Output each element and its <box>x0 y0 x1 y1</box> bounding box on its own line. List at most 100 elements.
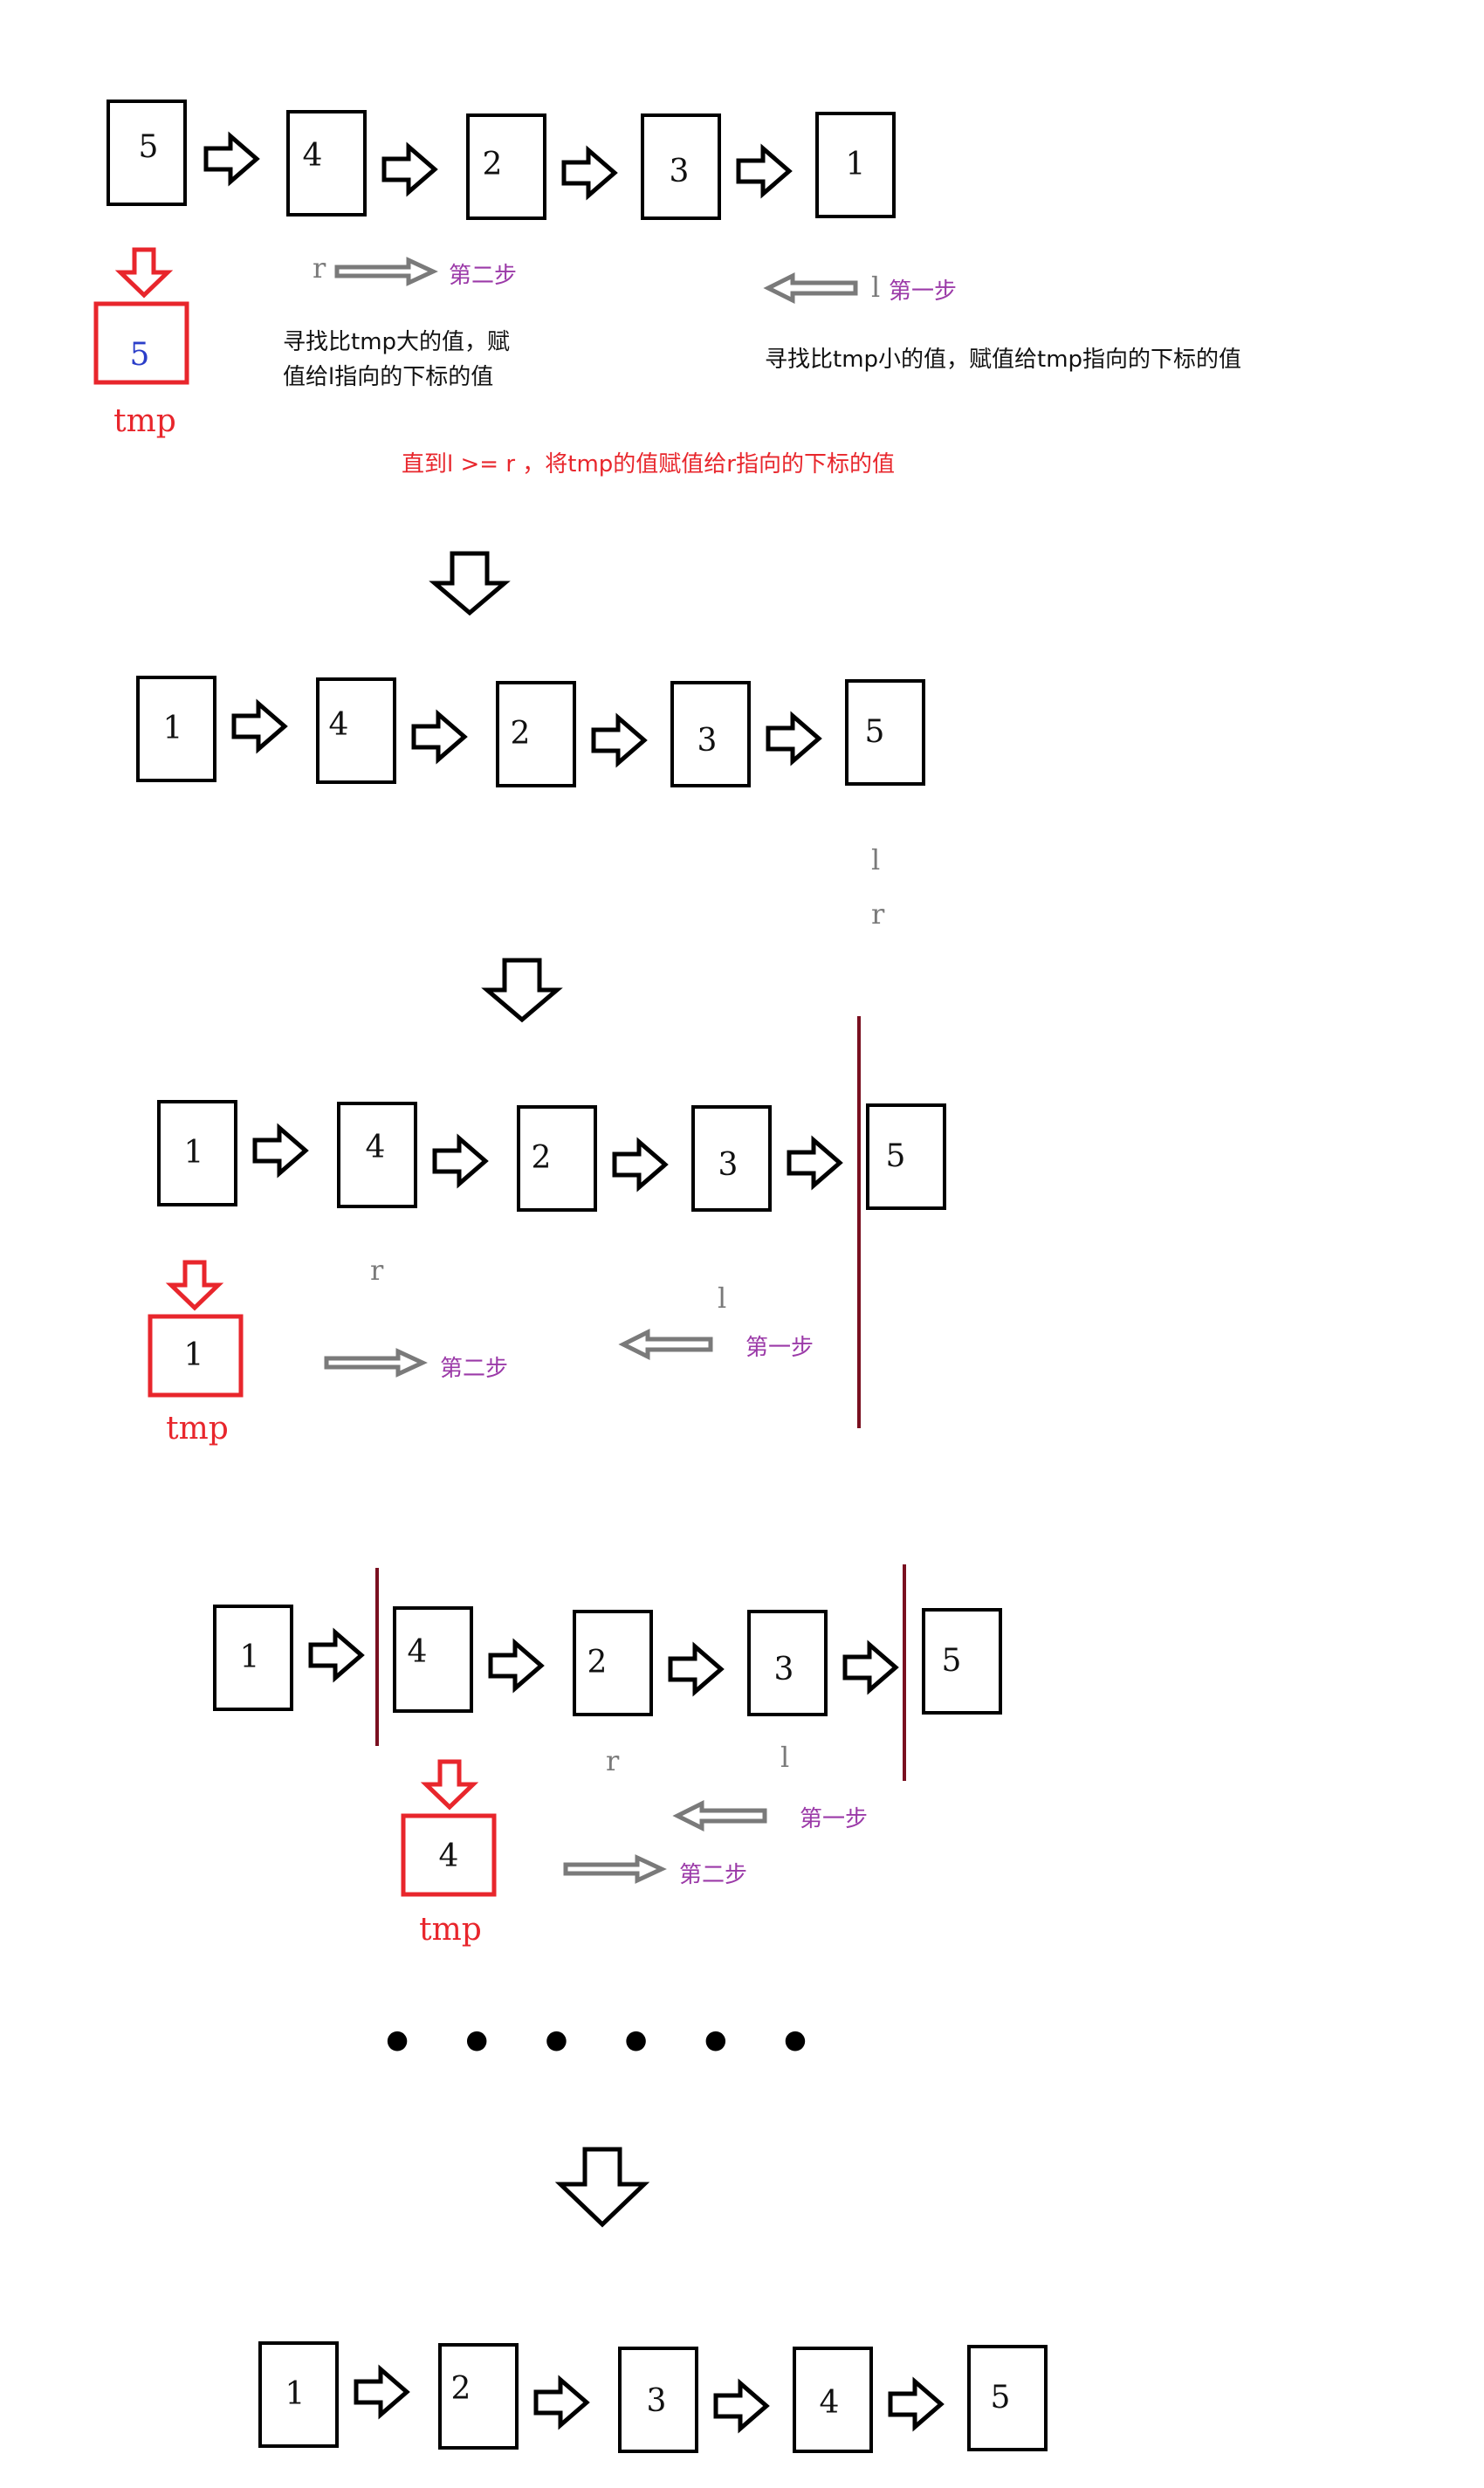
row4-step-first: 第一步 <box>800 1806 868 1832</box>
row4-pointer-l: l <box>780 1741 789 1774</box>
row2-box-2 <box>316 677 396 784</box>
row3-arrow-2 <box>432 1133 489 1189</box>
row5-arrow-3 <box>713 2378 770 2434</box>
row3-value-5: 5 <box>886 1138 906 1174</box>
row5-value-5: 5 <box>991 2380 1011 2416</box>
row2-box-3 <box>496 681 576 787</box>
row5-value-3: 3 <box>647 2383 667 2419</box>
row-4: 1 4 2 3 5 <box>213 1605 1002 1716</box>
tmp2-box <box>148 1314 244 1398</box>
row-2: 1 4 2 3 5 <box>136 676 925 787</box>
row4-left-arrow <box>672 1799 767 1832</box>
row1-right-arrow <box>334 257 438 286</box>
row1-arrow-4 <box>736 143 793 199</box>
row4-box-5 <box>922 1608 1002 1715</box>
tmp2-label: tmp <box>166 1411 229 1447</box>
row4-value-4: 3 <box>774 1652 794 1687</box>
row2-box-1 <box>136 676 216 782</box>
tmp2-down-arrow <box>165 1260 224 1311</box>
row1-value-4: 3 <box>670 154 690 189</box>
row5-box-3 <box>618 2347 698 2453</box>
row3-pointer-r: r <box>370 1254 384 1287</box>
row3-step-first: 第一步 <box>745 1335 814 1361</box>
note-until: 直到l >= r ，将tmp的值赋值给r指向的下标的值 <box>402 451 895 478</box>
tmp1-value: 5 <box>130 337 150 373</box>
row3-box-4 <box>691 1105 772 1212</box>
row4-arrow-2 <box>488 1638 545 1694</box>
row2-pointer-r: r <box>871 897 885 931</box>
row3-value-3: 2 <box>532 1140 552 1176</box>
row3-value-2: 4 <box>366 1130 386 1165</box>
row3-box-2 <box>337 1102 417 1208</box>
row1-arrow-2 <box>381 141 438 197</box>
row5-box-1 <box>258 2341 339 2448</box>
row3-arrow-1 <box>252 1123 309 1179</box>
row1-box-1 <box>106 100 187 206</box>
row1-value-2: 4 <box>303 138 323 174</box>
tmp2-value: 1 <box>184 1337 204 1373</box>
row1-box-2 <box>286 110 367 216</box>
note-find-larger: 寻找比tmp大的值，赋 <box>283 329 510 355</box>
row3-value-1: 1 <box>184 1135 204 1171</box>
row5-box-4 <box>793 2347 873 2453</box>
row4-value-3: 2 <box>587 1645 608 1680</box>
row2-arrow-2 <box>411 709 468 765</box>
row3-box-3 <box>517 1105 597 1212</box>
row2-pointer-l: l <box>871 843 880 876</box>
row5-value-1: 1 <box>285 2376 306 2412</box>
row4-right-arrow <box>563 1854 667 1884</box>
row2-value-3: 2 <box>511 716 531 752</box>
row4-arrow-3 <box>668 1641 725 1697</box>
row3-arrow-4 <box>787 1135 843 1191</box>
row1-box-4 <box>641 113 721 220</box>
row5-arrow-2 <box>533 2375 590 2430</box>
tmp1-box <box>93 301 189 385</box>
row4-arrow-1 <box>308 1627 365 1683</box>
row4-value-5: 5 <box>942 1643 962 1679</box>
row1-value-5: 1 <box>846 147 866 182</box>
row1-step-first: 第一步 <box>889 278 957 305</box>
tmp3-label: tmp <box>419 1912 482 1948</box>
row2-value-4: 3 <box>697 723 718 759</box>
row4-box-3 <box>573 1610 653 1716</box>
row3-right-arrow <box>324 1348 428 1378</box>
row1-box-3 <box>466 113 546 220</box>
row3-step-second: 第二步 <box>440 1356 508 1382</box>
row-1: 5 4 2 3 1 <box>106 100 896 220</box>
row1-value-1: 5 <box>139 129 159 165</box>
tmp3-value: 4 <box>439 1839 459 1874</box>
row1-value-3: 2 <box>483 147 503 182</box>
row5-value-2: 2 <box>451 2371 471 2407</box>
row3-left-arrow <box>618 1328 713 1361</box>
row1-step-second: 第二步 <box>449 263 517 289</box>
row4-value-2: 4 <box>408 1634 428 1670</box>
row2-value-1: 1 <box>163 711 183 746</box>
row4-box-1 <box>213 1605 293 1711</box>
row2-arrow-1 <box>231 698 288 754</box>
row3-arrow-3 <box>612 1137 669 1192</box>
row3-box-5 <box>866 1103 946 1210</box>
row2-arrow-3 <box>591 712 648 768</box>
row4-value-1: 1 <box>240 1639 260 1675</box>
row5-box-2 <box>438 2343 519 2450</box>
row3-value-4: 3 <box>718 1147 739 1183</box>
row1-arrow-3 <box>561 145 618 201</box>
row1-arrow-1 <box>203 131 260 187</box>
row5-box-5 <box>967 2345 1048 2451</box>
row-5: 1 2 3 4 5 <box>258 2341 1048 2453</box>
ellipsis: • • • • • • <box>380 2011 826 2076</box>
row5-arrow-4 <box>888 2376 945 2432</box>
tmp1-label: tmp <box>113 403 176 439</box>
transition-arrow-3 <box>554 2147 650 2228</box>
row1-pointer-l: l <box>871 271 880 304</box>
note-find-larger-2: 值给l指向的下标的值 <box>283 364 493 390</box>
row2-box-5 <box>845 679 925 786</box>
row4-box-4 <box>747 1610 828 1716</box>
row-3: 1 4 2 3 5 <box>157 1100 946 1212</box>
tmp3-box <box>401 1813 497 1897</box>
row4-arrow-4 <box>842 1639 899 1695</box>
row5-value-4: 4 <box>820 2385 840 2421</box>
row3-box-1 <box>157 1100 237 1206</box>
